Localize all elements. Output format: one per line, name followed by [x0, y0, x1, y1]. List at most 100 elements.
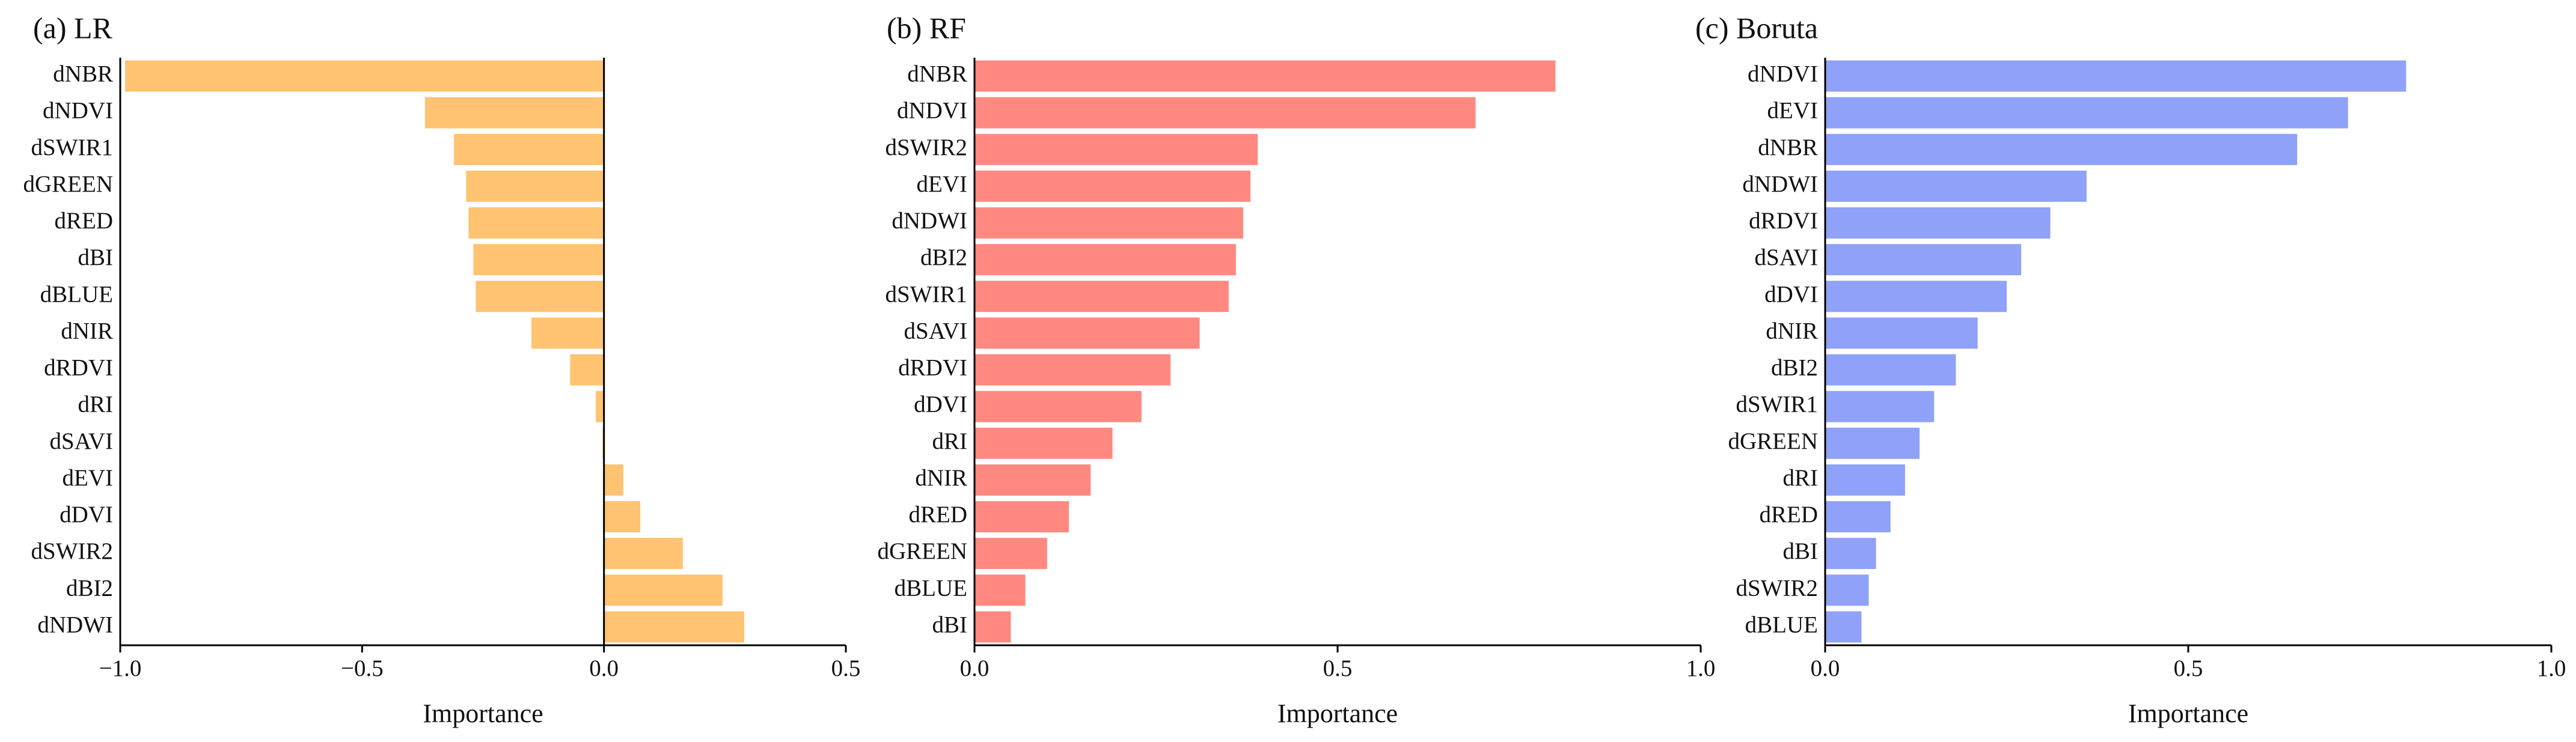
bar [531, 317, 604, 349]
bar [974, 501, 1069, 533]
x-tick-label: −1.0 [99, 655, 142, 681]
y-tick-label: dNDWI [37, 612, 113, 637]
y-tick-label: dSWIR2 [31, 538, 114, 564]
y-tick-label: dSWIR1 [31, 135, 114, 160]
y-tick-label: dSAVI [1755, 245, 1818, 270]
bar [974, 170, 1251, 202]
y-tick-label: dDVI [914, 392, 967, 418]
y-tick-label: dRED [1760, 502, 1819, 528]
y-tick-label: dSWIR1 [1736, 392, 1819, 418]
y-tick-label: dNDVI [1748, 61, 1818, 87]
bar [604, 501, 641, 533]
bar [1825, 611, 1862, 643]
y-tick-label: dGREEN [23, 171, 114, 197]
x-tick-label: 0.5 [1323, 655, 1353, 681]
y-tick-label: dNIR [915, 465, 967, 491]
y-tick-label: dNIR [1766, 318, 1818, 344]
y-tick-label: dBI2 [1771, 355, 1818, 381]
panel-title: (a) LR [33, 11, 113, 44]
bar [1825, 281, 2007, 312]
bar [974, 354, 1171, 386]
y-tick-label: dDVI [1764, 281, 1818, 307]
y-tick-label: dGREEN [1728, 428, 1819, 454]
bar [974, 317, 1200, 349]
y-tick-label: dRDVI [898, 355, 967, 381]
x-tick-label: 1.0 [2537, 655, 2566, 681]
bar [473, 244, 604, 276]
bar [570, 354, 604, 386]
bar [974, 574, 1026, 606]
bar [974, 244, 1236, 276]
x-tick-label: 0.5 [2174, 655, 2203, 681]
bar [974, 97, 1476, 129]
bar [974, 538, 1047, 570]
y-tick-label: dNIR [61, 318, 113, 344]
y-tick-label: dEVI [63, 465, 113, 491]
bar [604, 538, 683, 570]
y-tick-label: dBI [932, 612, 968, 637]
y-tick-label: dSAVI [50, 428, 113, 454]
y-tick-label: dNDWI [1742, 171, 1818, 197]
y-tick-label: dNDVI [897, 98, 967, 124]
y-tick-label: dBI [1783, 538, 1819, 564]
y-tick-label: dSAVI [904, 318, 967, 344]
bar [125, 60, 604, 92]
bar [1825, 574, 1869, 606]
bar [1825, 538, 1876, 570]
bar [1825, 244, 2022, 276]
x-axis-label: Importance [1277, 699, 1398, 728]
bar [1825, 60, 2406, 92]
bar [1825, 464, 1905, 496]
bar [974, 611, 1011, 643]
x-axis-label: Importance [423, 699, 543, 728]
bar [1825, 207, 2051, 239]
y-tick-label: dRED [55, 208, 114, 234]
bar [424, 97, 604, 129]
x-axis-label: Importance [2128, 699, 2248, 728]
bar [974, 133, 1258, 165]
bar [974, 281, 1229, 312]
bar [974, 60, 1556, 92]
y-tick-label: dGREEN [878, 538, 968, 564]
y-tick-label: dBI2 [920, 245, 967, 270]
panel-title: (c) Boruta [1695, 11, 1818, 44]
y-tick-label: dRED [909, 502, 968, 528]
y-tick-label: dNBR [907, 61, 967, 87]
x-tick-label: 0.5 [831, 655, 861, 681]
y-tick-label: dDVI [60, 502, 113, 528]
x-tick-label: −0.5 [341, 655, 384, 681]
bar [595, 391, 604, 422]
x-tick-label: 0.0 [960, 655, 990, 681]
bar [1825, 317, 1978, 349]
bar [1825, 501, 1891, 533]
bar [604, 464, 623, 496]
y-tick-label: dBLUE [1745, 612, 1818, 637]
y-tick-label: dBI2 [66, 575, 113, 601]
bar [1825, 354, 1956, 386]
y-tick-label: dEVI [917, 171, 967, 197]
bar [1825, 427, 1920, 459]
y-tick-label: dRI [78, 392, 114, 418]
bar [1825, 391, 1935, 422]
bar [974, 427, 1113, 459]
y-tick-label: dNBR [1758, 135, 1818, 160]
bar [604, 574, 723, 606]
bar [604, 611, 745, 643]
y-tick-label: dNDVI [43, 98, 113, 124]
bar [476, 281, 604, 312]
x-tick-label: 0.0 [589, 655, 619, 681]
y-tick-label: dBLUE [895, 575, 967, 601]
bar [1825, 170, 2087, 202]
y-tick-label: dSWIR2 [1736, 575, 1819, 601]
bar [454, 133, 604, 165]
bar [466, 170, 604, 202]
bar [974, 207, 1243, 239]
y-tick-label: dRDVI [1749, 208, 1818, 234]
y-tick-label: dBLUE [40, 281, 113, 307]
bar [974, 391, 1142, 422]
bar [468, 207, 604, 239]
bar [1825, 97, 2348, 129]
y-tick-label: dNDWI [892, 208, 967, 234]
x-tick-label: 0.0 [1811, 655, 1840, 681]
